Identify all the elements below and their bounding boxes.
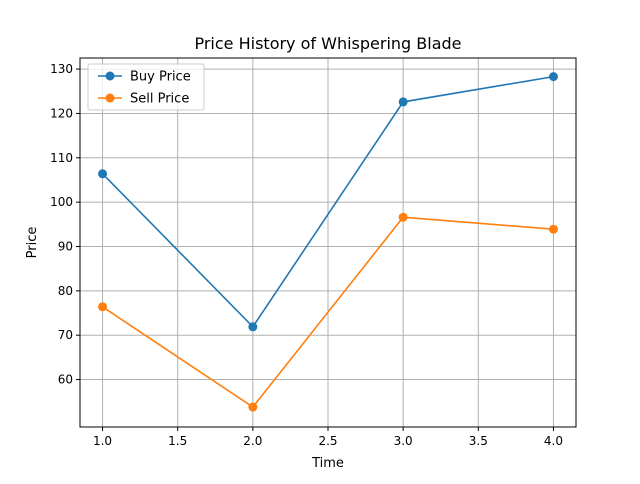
y-tick-label: 90: [58, 239, 73, 253]
series-line-2: [102, 216, 554, 409]
grid-lines: [80, 58, 576, 427]
legend: Buy Price Sell Price: [87, 63, 205, 111]
x-tick-label: 1.0: [93, 434, 112, 448]
x-tick-label: 3.0: [394, 434, 413, 448]
legend-label-2: Sell Price: [130, 92, 189, 107]
x-axis-label: Time: [311, 456, 344, 471]
x-tick-label: 2.5: [318, 434, 337, 448]
y-tick-label: 60: [58, 373, 73, 387]
data-point: [548, 224, 558, 234]
x-tick-label: 1.5: [168, 434, 187, 448]
legend-marker-2: [105, 93, 115, 103]
y-axis-label: Price: [25, 227, 40, 259]
legend-label-1: Buy Price: [130, 70, 191, 85]
legend-marker-1: [105, 71, 115, 81]
y-tick-label: 100: [50, 195, 73, 209]
x-tick-label: 4.0: [544, 434, 563, 448]
data-point: [398, 212, 408, 222]
y-tick-label: 120: [50, 106, 73, 120]
x-tick-label: 3.5: [469, 434, 488, 448]
data-point: [398, 97, 408, 107]
data-point: [98, 169, 108, 179]
y-tick-label: 130: [50, 62, 73, 76]
y-tick-label: 110: [50, 151, 73, 165]
data-point: [98, 302, 108, 312]
series-layer: [98, 72, 558, 412]
y-tick-label: 70: [58, 328, 73, 342]
chart-title: Price History of Whispering Blade: [194, 34, 461, 53]
data-point: [248, 322, 258, 332]
series-line-1: [101, 75, 554, 329]
y-tick-label: 80: [58, 284, 73, 298]
data-point: [548, 72, 558, 82]
axis-ticks: 1.0 1.5 2.0 2.5 3.0 3.5 4.0 60 70 80 90 100 110 120 13…: [50, 62, 563, 448]
data-point: [248, 402, 258, 412]
x-tick-label: 2.0: [243, 434, 262, 448]
